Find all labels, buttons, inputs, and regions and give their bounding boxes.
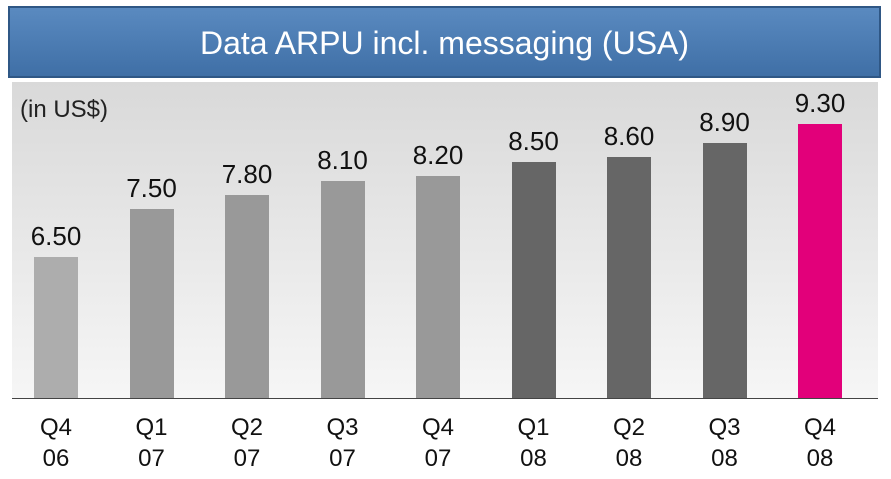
- bar: [225, 195, 269, 398]
- x-tick-label: Q1 08: [517, 414, 550, 472]
- value-label: 8.90: [699, 107, 750, 138]
- x-tick-label: Q2 07: [230, 414, 263, 472]
- value-label: 8.60: [603, 121, 655, 152]
- value-label: 8.10: [317, 145, 368, 176]
- bar: [34, 256, 78, 398]
- bar: [416, 176, 460, 398]
- x-tick-label: Q4 06: [39, 414, 72, 472]
- x-tick-label: Q4 08: [803, 414, 836, 472]
- bar: [607, 157, 651, 398]
- value-label: 8.20: [412, 140, 464, 171]
- chart-title: Data ARPU incl. messaging (USA): [8, 6, 881, 78]
- subtitle: (in US$): [20, 96, 109, 123]
- bar: [798, 124, 842, 398]
- x-tick-label: Q1 07: [135, 414, 168, 472]
- bar: [702, 143, 747, 398]
- value-label: 9.30: [794, 88, 846, 119]
- bar: [129, 209, 174, 398]
- x-tick-label: Q4 07: [421, 414, 454, 472]
- value-label: 7.80: [221, 159, 273, 190]
- bar: [511, 162, 556, 398]
- x-tick-label: Q3 07: [326, 414, 359, 472]
- value-label: 6.50: [30, 220, 82, 251]
- value-label: 8.50: [508, 126, 559, 157]
- x-tick-label: Q3 08: [708, 414, 741, 472]
- x-tick-label: Q2 08: [612, 414, 645, 472]
- baseline: [12, 398, 878, 399]
- bar: [320, 181, 365, 398]
- value-label: 7.50: [126, 173, 177, 204]
